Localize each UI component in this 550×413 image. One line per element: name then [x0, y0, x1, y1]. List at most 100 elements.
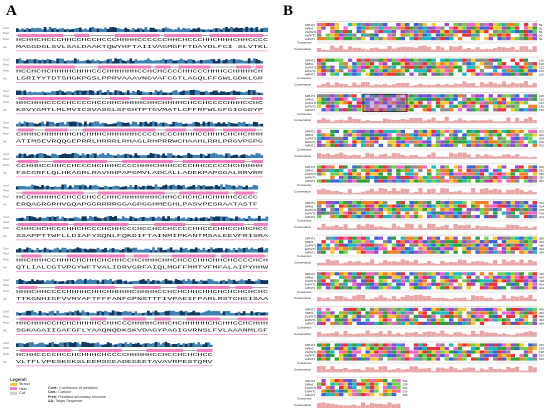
residue-cell — [506, 108, 511, 112]
residue-cell — [400, 250, 406, 254]
conservation-bar — [462, 297, 467, 302]
helix-cartoon — [66, 254, 126, 258]
conservation-bar — [383, 297, 388, 302]
conservation-bar — [378, 154, 383, 159]
helix-cartoon — [53, 160, 108, 163]
conservation-bar — [457, 190, 463, 195]
confidence-bar — [109, 215, 112, 221]
residue-cell — [519, 94, 524, 98]
residue-cell — [369, 240, 375, 244]
conservation-bar — [440, 84, 445, 88]
residue-cell — [343, 72, 348, 76]
residue-cell — [457, 211, 463, 215]
conservation-bar — [427, 223, 432, 230]
confidence-bar — [124, 342, 128, 347]
residue-cell — [444, 321, 450, 325]
confidence-bar — [222, 311, 226, 316]
legend-title: Legend: — [10, 377, 28, 382]
residue-cell — [418, 172, 423, 176]
residue-cell — [488, 172, 494, 176]
residue-cell — [330, 72, 335, 76]
conservation-bar — [427, 84, 432, 88]
residue-cell — [444, 172, 450, 176]
confidence-bar — [129, 58, 133, 64]
confidence-bar — [26, 28, 29, 32]
confidence-bar — [207, 310, 211, 316]
residue-cell — [506, 307, 511, 311]
residue-cell — [413, 311, 419, 315]
residue-cell — [374, 33, 379, 37]
conservation-bar — [365, 81, 370, 88]
residue-cell — [528, 343, 533, 347]
consensus-row — [317, 41, 537, 44]
key-desc: Predicted secondary structure — [58, 394, 106, 399]
residue-cell — [479, 30, 485, 34]
residue-cell — [523, 353, 529, 358]
conservation-bar — [400, 119, 405, 124]
confidence-bar — [106, 342, 110, 347]
residue-cell — [409, 94, 414, 98]
conservation-bar — [317, 402, 322, 408]
confidence-bar — [212, 152, 216, 158]
residue-cell — [484, 129, 489, 133]
confidence-bar — [79, 27, 82, 32]
residue-cell — [506, 23, 511, 27]
residue-cell — [457, 26, 463, 30]
residue-cell — [321, 357, 326, 361]
residue-cell — [405, 72, 410, 76]
confidence-bar — [86, 312, 90, 316]
conservation-bar — [519, 189, 524, 195]
confidence-bar — [96, 59, 100, 64]
residue-cell — [321, 165, 326, 169]
residue-cell — [484, 94, 489, 98]
conservation-bar — [378, 121, 383, 124]
residue-cell — [515, 72, 520, 76]
residue-cell — [510, 23, 516, 27]
residue-cell — [383, 393, 388, 397]
residue-cell — [325, 133, 331, 137]
confidence-bar — [116, 90, 120, 95]
residue-cell — [444, 72, 450, 76]
residue-cell — [484, 69, 489, 73]
residue-cell — [374, 250, 379, 254]
residue-cell — [471, 165, 476, 169]
residue-cell — [532, 30, 538, 34]
block-end-number: 518 — [539, 350, 544, 354]
confidence-bar — [86, 280, 90, 284]
residue-cell — [479, 165, 485, 169]
residue-cell — [405, 133, 410, 137]
residue-cell — [409, 208, 414, 212]
confidence-bar — [169, 280, 173, 284]
residue-cell — [321, 143, 326, 147]
residue-cell — [501, 69, 507, 73]
position-rule — [16, 302, 268, 304]
block-end-number: 202 — [539, 130, 544, 134]
residue-cell — [334, 379, 340, 383]
confidence-bar — [46, 59, 49, 64]
residue-cell — [339, 272, 344, 276]
residue-cell — [457, 236, 463, 240]
residue-cell — [356, 30, 362, 34]
residue-cell — [374, 272, 379, 276]
confidence-bar — [139, 217, 143, 221]
residue-cell — [413, 346, 419, 351]
confidence-bar — [33, 281, 37, 284]
confidence-bar — [48, 26, 52, 32]
helix-cartoon — [210, 223, 244, 226]
confidence-bar — [255, 122, 259, 127]
conservation-bar — [449, 334, 454, 337]
residue-cell — [532, 133, 538, 137]
residue-cell — [356, 69, 362, 73]
residue-cell — [391, 97, 397, 101]
conservation-bar — [343, 367, 348, 373]
confidence-bar — [217, 311, 221, 316]
residue-cell — [475, 136, 480, 140]
residue-cell — [321, 314, 326, 318]
residue-cell — [343, 215, 348, 219]
residue-cell — [462, 215, 467, 219]
residue-cell — [453, 37, 458, 41]
conservation-bar — [475, 296, 480, 302]
confidence-bar — [147, 248, 150, 253]
residue-cell — [523, 108, 529, 112]
conservation-bar — [325, 50, 331, 52]
